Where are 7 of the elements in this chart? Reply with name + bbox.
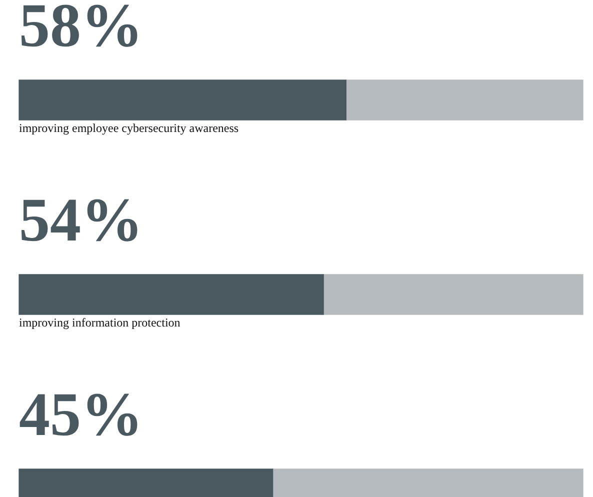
y-tick-label: improving information protection <box>19 316 180 330</box>
bar <box>346 80 584 120</box>
y-tick-label: improving employee cybersecurity awareness <box>19 121 239 136</box>
data-label: 45% <box>19 381 143 449</box>
data-label: 58% <box>19 0 143 60</box>
bar <box>18 80 346 120</box>
data-label: 54% <box>19 186 143 254</box>
